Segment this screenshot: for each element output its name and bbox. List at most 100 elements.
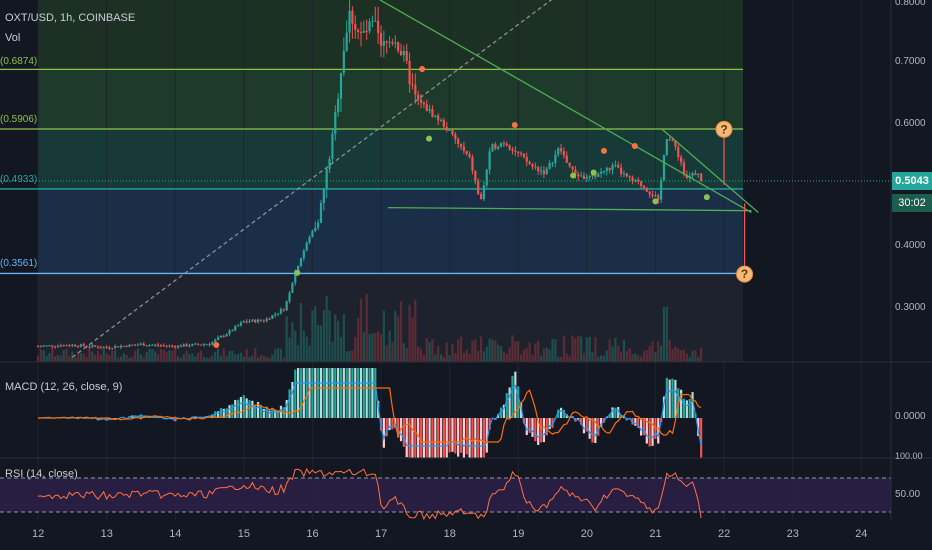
volume-bar [151, 349, 154, 362]
volume-bar [294, 330, 297, 362]
volume-bar [451, 344, 454, 362]
candle-body [245, 321, 248, 323]
time-tick-12: 12 [32, 528, 45, 540]
macd-hist-bar [671, 378, 674, 418]
volume-bar [685, 353, 688, 362]
volume-bar [219, 355, 223, 362]
candle-body [102, 346, 105, 348]
candle-body [314, 227, 317, 232]
macd-hist-bar [408, 418, 411, 458]
volume-bar [677, 348, 680, 362]
time-tick-19: 19 [512, 528, 525, 540]
target-markers[interactable]: ?? [715, 120, 754, 283]
volume-bar [562, 335, 566, 362]
volume-bar [434, 354, 437, 362]
volume-bar [308, 345, 311, 362]
volume-bar [62, 350, 65, 362]
volume-bar [588, 336, 591, 362]
macd-hist-bar [405, 418, 408, 458]
candle-body [219, 336, 223, 338]
macd-hist-bar [382, 418, 385, 448]
volume-bar [202, 356, 205, 362]
macd-hist-bar [457, 418, 460, 457]
candle-body [562, 151, 566, 156]
candle-body [462, 146, 465, 151]
candle-body [459, 143, 463, 147]
macd-hist-bar [591, 418, 594, 443]
volume-bar [631, 354, 634, 362]
macd-hist-bar [245, 398, 248, 418]
volume-bar [319, 325, 323, 362]
candle-body [414, 84, 417, 95]
volume-bar [139, 354, 142, 362]
volume-bar [620, 351, 623, 362]
rsi-band [0, 478, 891, 512]
candle-body [685, 174, 688, 179]
signal-dot-1 [426, 135, 433, 142]
volume-bar [142, 357, 145, 362]
macd-hist-bar [517, 386, 520, 418]
volume-bar [554, 339, 557, 362]
volume-bar [159, 348, 163, 362]
volume-bar [485, 346, 488, 362]
volume-bar [185, 350, 188, 362]
symbol-title: OXT/USD, 1h, COINBASE [5, 12, 136, 24]
macd-hist-bar [459, 418, 463, 453]
volume-bar [182, 354, 185, 362]
volume-bar [557, 356, 560, 362]
macd-hist-bar [519, 402, 523, 418]
candle-body [528, 161, 531, 165]
candle-body [474, 170, 477, 181]
candle-body [522, 154, 526, 157]
macd-hist-bar [700, 418, 703, 458]
macd-hist-bar [665, 377, 668, 418]
candle-body [168, 345, 171, 347]
candle-body [488, 151, 491, 170]
candle-body [265, 318, 268, 322]
macd-hist-bar [302, 368, 305, 418]
time-tick-13: 13 [100, 528, 113, 540]
volume-bar [662, 307, 666, 362]
volume-bar [622, 339, 626, 362]
macd-hist-bar [339, 368, 343, 418]
candle-body [319, 203, 323, 223]
volume-bar [342, 313, 345, 362]
volume-bar [431, 339, 434, 362]
macd-hist-bar [297, 368, 300, 418]
candle-body [379, 33, 383, 46]
grid-lines [37, 0, 862, 520]
candle-body [574, 169, 577, 175]
candle-body [45, 345, 48, 347]
volume-bar [337, 320, 340, 362]
candle-body [56, 345, 60, 347]
macd-hist-bar [674, 379, 677, 418]
volume-bar [657, 341, 660, 362]
volume-bar [425, 338, 428, 362]
candle-body [179, 345, 183, 347]
candle-body [359, 31, 363, 33]
candle-body [399, 50, 403, 56]
trendlines[interactable] [71, 0, 759, 358]
volume-bar [328, 310, 331, 362]
volume-bar [417, 346, 420, 362]
macd-hist-bar [680, 389, 683, 418]
volume-bar [691, 350, 694, 362]
volume-bar [248, 357, 251, 362]
volume-bar [479, 336, 483, 362]
macd-hist-bar [368, 368, 371, 418]
macd-hist-bar [256, 401, 260, 418]
macd-hist-bar [468, 418, 471, 458]
price-tick-1: 0.7000 [895, 56, 926, 67]
volume-bars [36, 293, 703, 362]
volume-bar [697, 356, 700, 362]
candle-body [96, 346, 100, 348]
volume-bar [105, 353, 108, 362]
volume-bar [402, 343, 405, 362]
volume-bar [668, 339, 671, 362]
candle-body [668, 139, 671, 141]
candle-body [494, 144, 497, 149]
volume-bar [637, 355, 640, 362]
volume-bar [634, 353, 637, 362]
macd-hist-bar [579, 418, 583, 425]
